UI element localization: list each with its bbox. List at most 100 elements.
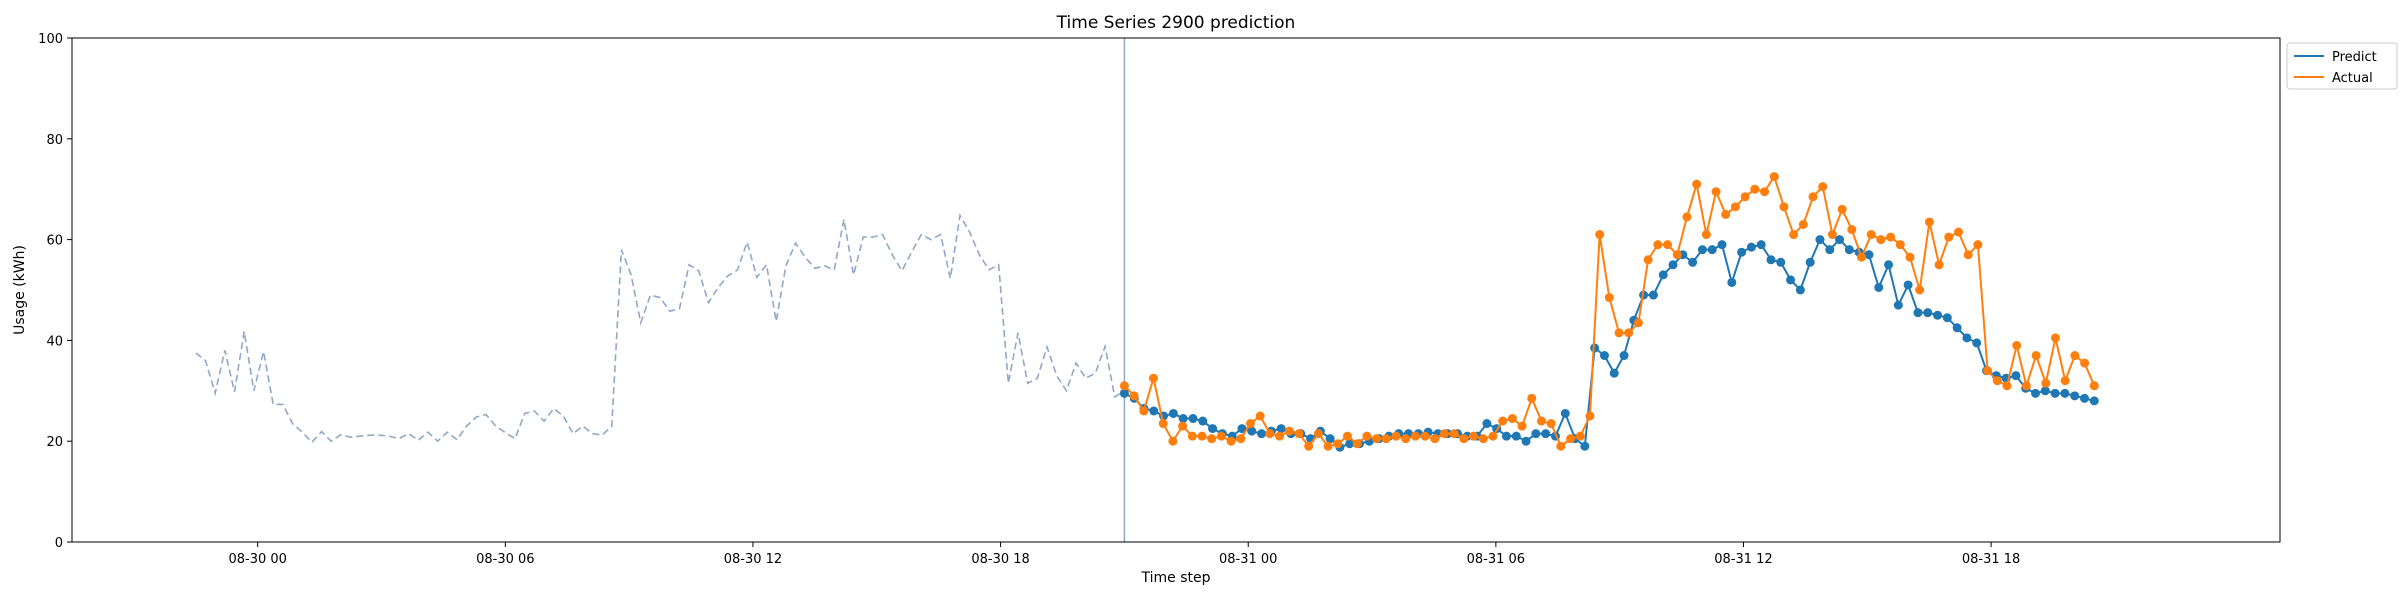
point-predict [1168,408,1178,418]
point-actual [1129,391,1139,401]
y-tick-label: 100 [38,32,63,47]
point-actual [1556,441,1566,451]
point-actual [1178,421,1188,431]
point-predict [1962,333,1972,343]
point-actual [2089,381,2099,391]
point-predict [1580,441,1590,451]
point-actual [1139,406,1149,416]
history-line [195,213,1125,444]
point-predict [2031,388,2040,398]
point-actual [1895,240,1905,250]
point-actual [1633,318,1643,328]
point-predict [1521,436,1531,446]
point-actual [1614,328,1624,338]
point-actual [1391,431,1401,441]
y-axis: 0 20 40 60 80 100 [38,32,72,551]
point-actual [1401,434,1411,444]
point-actual [1410,431,1420,441]
point-predict [1913,308,1923,318]
point-actual [1498,416,1508,426]
point-predict [1609,368,1619,378]
chart-title: Time Series 2900 prediction [1056,13,1296,33]
point-predict [1835,235,1845,245]
point-predict [1844,245,1854,255]
point-predict [1972,338,1982,348]
point-actual [1808,192,1818,202]
point-actual [1333,439,1343,449]
y-tick-label: 40 [46,334,63,349]
point-predict [1805,257,1815,267]
point-actual [1226,436,1236,446]
point-actual [1304,441,1314,451]
x-tick-label: 08-31 06 [1467,552,1525,567]
x-tick-label: 08-30 12 [724,552,782,567]
point-predict [1746,242,1756,252]
y-tick-label: 60 [46,234,63,249]
x-tick-label: 08-30 18 [971,552,1029,567]
point-actual [1905,252,1915,262]
point-predict [2079,393,2089,403]
plot-frame [71,37,2281,543]
point-actual [1934,260,1944,270]
point-actual [1682,212,1692,222]
point-actual [1342,431,1352,441]
point-actual [1236,434,1246,444]
point-actual [1536,416,1546,426]
point-actual [1750,184,1760,194]
point-actual [1566,434,1576,444]
y-axis-label: Usage (kWh) [12,245,28,335]
point-actual [1265,429,1275,439]
point-actual [1507,414,1517,424]
point-actual [1488,431,1498,441]
point-predict [1688,257,1698,267]
point-actual [1207,434,1217,444]
point-predict [1482,419,1492,429]
point-predict [1188,414,1198,424]
point-predict [1178,414,1188,424]
point-predict [1717,240,1727,250]
point-predict [2089,396,2099,406]
point-actual [2070,351,2080,361]
point-predict [1893,300,1903,310]
point-actual [1527,393,1537,403]
point-actual [1546,419,1556,429]
point-actual [1216,431,1226,441]
point-actual [1459,434,1469,444]
point-predict [1668,260,1678,270]
y-tick-label: 20 [46,435,63,450]
point-actual [1653,240,1663,250]
point-actual [1245,419,1255,429]
point-predict [1247,426,1257,436]
point-predict [1776,257,1786,267]
point-actual [2050,333,2060,343]
point-actual [1313,429,1323,439]
point-actual [1372,434,1382,444]
point-actual [1769,172,1779,182]
legend: Predict Actual [2286,42,2398,90]
point-actual [1730,202,1740,212]
point-actual [1876,235,1886,245]
x-tick-label: 08-31 00 [1219,552,1277,567]
point-predict [1727,277,1737,287]
point-predict [1276,424,1286,434]
point-actual [1168,436,1178,446]
point-actual [1837,204,1847,214]
legend-label-actual: Actual [2332,71,2373,86]
point-actual [1954,227,1963,237]
point-actual [1284,426,1294,436]
plot-area [195,38,2099,542]
point-predict [1707,245,1717,255]
point-predict [1795,285,1805,295]
x-tick-label: 08-30 00 [228,552,286,567]
point-actual [1973,240,1983,250]
point-predict [1884,260,1894,270]
point-predict [1766,255,1776,265]
point-predict [1815,235,1825,245]
legend-label-predict: Predict [2332,50,2377,65]
point-predict [1599,351,1609,361]
point-actual [1119,381,1129,391]
point-predict [1697,245,1707,255]
point-actual [1420,431,1430,441]
point-predict [1658,270,1668,280]
